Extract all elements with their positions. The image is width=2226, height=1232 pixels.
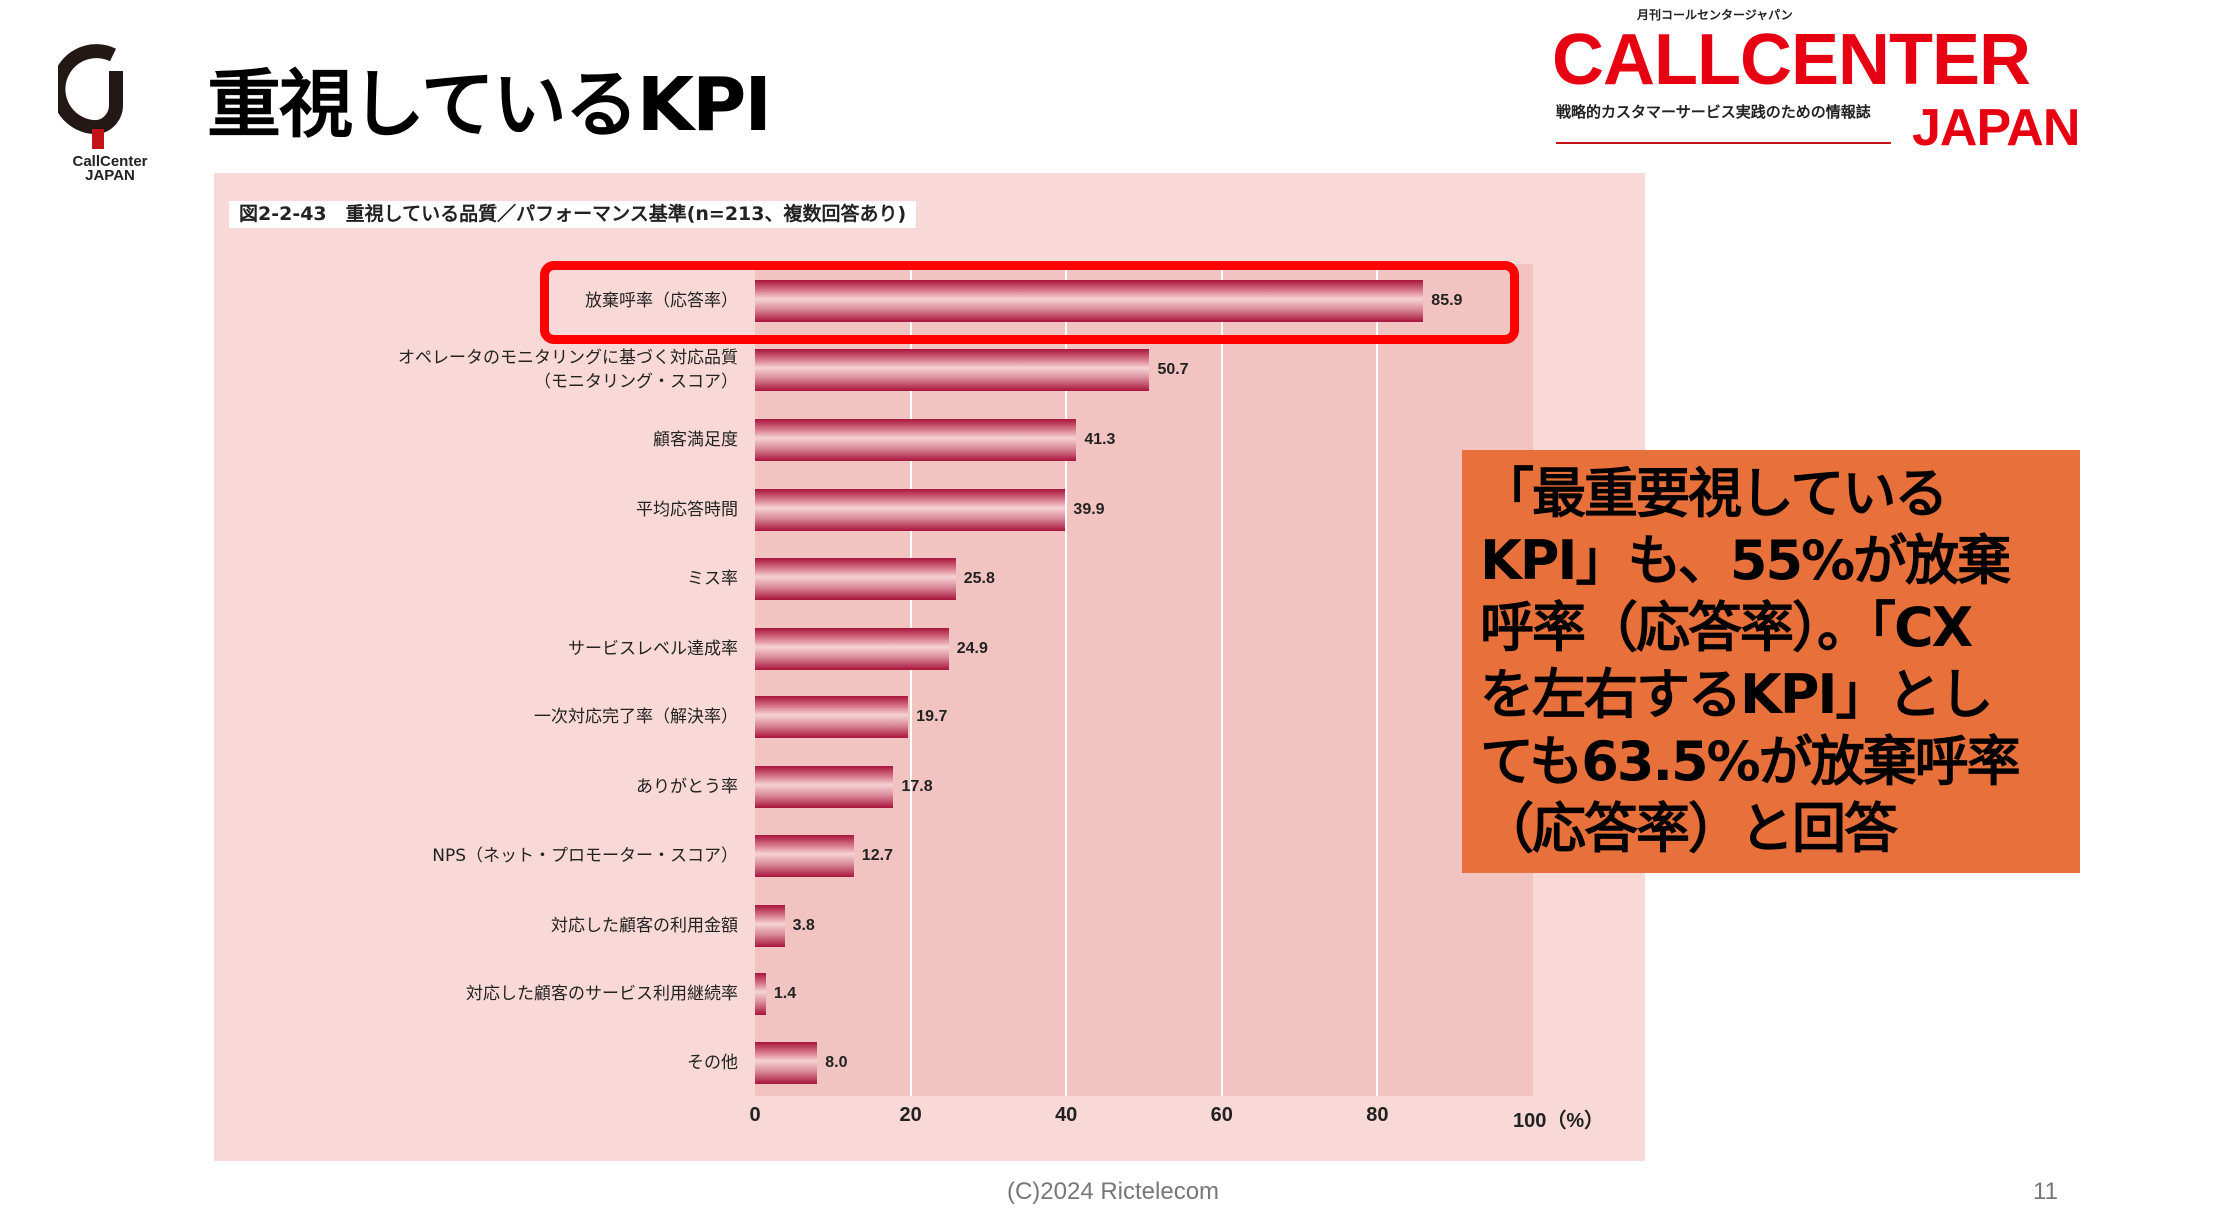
- logo-left-text: CallCenter JAPAN: [72, 153, 148, 184]
- callout-line: （応答率）と回答: [1480, 797, 1898, 860]
- category-label: ありがとう率: [636, 777, 738, 797]
- gridline: [1376, 264, 1379, 1096]
- cg-logo-icon: [58, 44, 123, 149]
- data-label: 1.4: [773, 985, 797, 1002]
- x-tick-label: 100（%）: [1512, 1110, 1605, 1132]
- category-label: 対応した顧客のサービス利用継続率: [466, 984, 738, 1004]
- plot-area: [755, 264, 1533, 1096]
- bar: [755, 696, 909, 738]
- page-number: 11: [2033, 1178, 2058, 1205]
- gridline: [1220, 264, 1223, 1096]
- logo-subtitle: 月刊コールセンタージャパン: [1637, 8, 1793, 22]
- callout-line: 「最重要視している: [1480, 462, 1948, 525]
- bar: [755, 349, 1150, 391]
- category-label: 一次対応完了率（解決率）: [534, 707, 738, 727]
- gridline: [1065, 264, 1068, 1096]
- category-label: 平均応答時間: [636, 500, 738, 520]
- bar: [755, 766, 894, 808]
- category-label: その他: [687, 1053, 738, 1073]
- callout-line: を左右するKPI」とし: [1480, 663, 1994, 726]
- category-label: 対応した顧客の利用金額: [551, 916, 738, 936]
- bar: [755, 905, 785, 947]
- bar: [755, 280, 1424, 322]
- bar: [755, 419, 1077, 461]
- gridline: [909, 264, 912, 1096]
- callout-line: KPI」も、55%が放棄: [1480, 529, 2011, 592]
- data-label: 3.8: [792, 917, 815, 934]
- data-label: 39.9: [1073, 501, 1105, 518]
- category-label: ミス率: [687, 569, 738, 589]
- page-title: 重視しているKPI: [207, 62, 772, 148]
- bar: [755, 489, 1066, 531]
- x-tick-label: 80: [1366, 1104, 1389, 1126]
- callout-line: 呼率（応答率）。「CX: [1480, 596, 1973, 659]
- x-tick-label: 60: [1210, 1104, 1233, 1126]
- data-label: 85.9: [1431, 292, 1463, 309]
- logo-divider: [1556, 142, 1891, 144]
- data-label: 50.7: [1157, 361, 1189, 378]
- highlight-box: [540, 261, 1519, 344]
- bar: [755, 973, 766, 1015]
- x-tick-label: 20: [899, 1104, 922, 1126]
- bar: [755, 1042, 818, 1084]
- logo-callcenter: CALLCENTER: [1552, 20, 2031, 100]
- x-tick-label: 0: [749, 1104, 761, 1126]
- logo-japan: JAPAN: [1912, 99, 2080, 157]
- x-tick-label: 40: [1055, 1104, 1078, 1126]
- category-label: サービスレベル達成率: [568, 639, 738, 659]
- callout-line: ても63.5%が放棄呼率: [1480, 730, 2021, 793]
- copyright: (C)2024 Rictelecom: [1006, 1178, 1220, 1205]
- chart-title: 図2-2-43 重視している品質／パフォーマンス基準(n=213、複数回答あり): [229, 201, 917, 228]
- callout-box: 「最重要視している KPI」も、55%が放棄 呼率（応答率）。「CX を左右する…: [1462, 450, 2080, 873]
- bar: [755, 628, 949, 670]
- bar: [755, 835, 854, 877]
- bar: [755, 558, 956, 600]
- data-label: 12.7: [861, 847, 893, 864]
- data-label: 17.8: [901, 778, 933, 795]
- callcenter-japan-logo-small: CallCenter JAPAN: [50, 43, 170, 188]
- callcenter-japan-logo: 月刊コールセンタージャパン CALLCENTER 戦略的カスタマーサービス実践の…: [1552, 8, 2226, 159]
- category-label: NPS（ネット・プロモーター・スコア）: [432, 846, 738, 866]
- data-label: 41.3: [1084, 431, 1116, 448]
- data-label: 8.0: [825, 1054, 848, 1071]
- data-label: 25.8: [963, 570, 995, 587]
- category-label: 顧客満足度: [653, 430, 738, 450]
- data-label: 24.9: [956, 640, 988, 657]
- logo-tagline: 戦略的カスタマーサービス実践のための情報誌: [1556, 103, 1871, 121]
- data-label: 19.7: [916, 708, 948, 725]
- category-label: 放棄呼率（応答率）: [585, 291, 738, 311]
- category-label: オペレータのモニタリングに基づく対応品質 （モニタリング・スコア）: [398, 348, 738, 392]
